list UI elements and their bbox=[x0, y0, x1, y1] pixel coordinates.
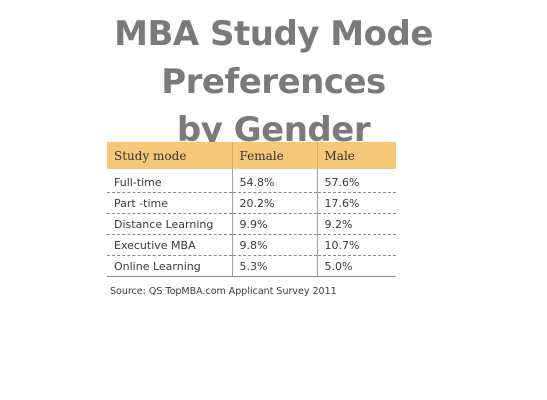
cell-study-mode: Executive MBA bbox=[107, 234, 232, 256]
table-row: Online Learning 5.3% 5.0% bbox=[107, 255, 396, 277]
table-header-row: Study mode Female Male bbox=[107, 142, 396, 169]
cell-study-mode: Distance Learning bbox=[107, 213, 232, 235]
cell-study-mode: Online Learning bbox=[107, 255, 232, 277]
table-row: Full-time 54.8% 57.6% bbox=[107, 169, 396, 193]
slide-title-line-1: MBA Study Mode Preferences bbox=[114, 14, 433, 102]
study-mode-table: Study mode Female Male Full-time 54.8% 5… bbox=[107, 142, 396, 277]
cell-study-mode: Full-time bbox=[107, 169, 232, 193]
cell-male: 57.6% bbox=[316, 169, 396, 193]
cell-male: 10.7% bbox=[316, 234, 396, 256]
cell-female: 9.8% bbox=[231, 234, 317, 256]
cell-female: 54.8% bbox=[231, 169, 317, 193]
table-row: Executive MBA 9.8% 10.7% bbox=[107, 234, 396, 256]
cell-female: 9.9% bbox=[231, 213, 317, 235]
cell-female: 5.3% bbox=[231, 255, 317, 277]
header-study-mode: Study mode bbox=[107, 142, 232, 169]
study-mode-table-container: Study mode Female Male Full-time 54.8% 5… bbox=[107, 142, 396, 277]
source-note: Source: QS TopMBA.com Applicant Survey 2… bbox=[110, 286, 337, 297]
header-female: Female bbox=[231, 142, 317, 169]
slide-title: MBA Study Mode Preferences by Gender bbox=[0, 10, 547, 154]
header-male: Male bbox=[316, 142, 396, 169]
table-row: Distance Learning 9.9% 9.2% bbox=[107, 213, 396, 235]
table-row: Part -time 20.2% 17.6% bbox=[107, 192, 396, 214]
cell-male: 5.0% bbox=[316, 255, 396, 277]
cell-male: 17.6% bbox=[316, 192, 396, 214]
cell-male: 9.2% bbox=[316, 213, 396, 235]
cell-female: 20.2% bbox=[231, 192, 317, 214]
cell-study-mode: Part -time bbox=[107, 192, 232, 214]
